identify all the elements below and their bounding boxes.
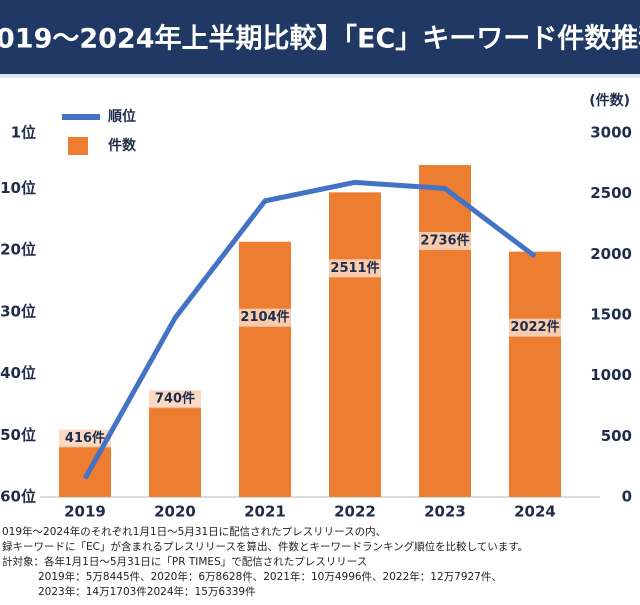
x-tick-label: 2022 — [334, 503, 376, 521]
y2-axis-label: (件数) — [589, 92, 630, 109]
rank-line — [82, 179, 537, 480]
value-label-band — [419, 232, 471, 251]
y-tick-label: 30位 — [0, 302, 36, 320]
bar — [419, 165, 471, 498]
title-rule — [0, 74, 640, 78]
y-tick-label: 20位 — [0, 241, 36, 259]
value-label: 2736件 — [420, 233, 469, 249]
value-label-band — [149, 390, 201, 409]
y-tick-label: 60位 — [0, 488, 36, 506]
value-label-band — [329, 259, 381, 278]
value-label: 2022件 — [510, 319, 559, 335]
y-tick-label: 1位 — [11, 124, 36, 142]
value-label: 2104件 — [240, 309, 289, 325]
bar — [329, 192, 381, 497]
bar — [239, 241, 291, 497]
footnote: 2019年：5万8445件、2020年：6万8628件、2021年：10万499… — [38, 570, 502, 583]
y2-tick-label: 2000 — [590, 245, 632, 263]
x-tick-label: 2019 — [64, 503, 106, 521]
bar — [59, 446, 111, 497]
legend-label: 順位 — [108, 108, 136, 125]
legend-label: 件数 — [108, 137, 137, 154]
title-banner — [0, 0, 640, 74]
legend-swatch — [68, 137, 88, 155]
value-label: 416件 — [65, 430, 105, 446]
chart-title: 019～2024年上半期比較】「EC」キーワード件数推移 — [0, 23, 640, 55]
x-tick-label: 2024 — [514, 503, 556, 521]
bar — [149, 407, 201, 497]
bar — [509, 251, 561, 497]
y2-tick-label: 3000 — [590, 124, 632, 142]
x-tick-label: 2023 — [424, 503, 466, 521]
value-label: 740件 — [155, 391, 195, 407]
footnote: 計対象：各年1月1日～5月31日に「PR TIMES」で配信されたプレスリリース — [2, 555, 367, 568]
y2-tick-label: 2500 — [590, 184, 632, 202]
y2-tick-label: 500 — [601, 427, 632, 445]
y2-tick-label: 1000 — [590, 366, 632, 384]
footnote: 録キーワードに「EC」が含まれるプレスリリースを算出、件数とキーワードランキング… — [2, 540, 528, 553]
footnote: 019年～2024年のそれぞれ1月1日～5月31日に配信されたプレスリリースの内… — [2, 525, 386, 538]
value-label-band — [239, 308, 291, 327]
y-tick-label: 40位 — [0, 364, 36, 382]
value-label-band — [509, 318, 561, 337]
value-label-band — [59, 429, 111, 448]
y-tick-label: 50位 — [0, 426, 36, 444]
y2-tick-label: 1500 — [590, 306, 632, 324]
footnote: 2023年：14万1703件2024年：15万6339件 — [38, 585, 256, 598]
x-tick-label: 2020 — [154, 503, 196, 521]
y-tick-label: 10位 — [0, 179, 36, 197]
x-tick-label: 2021 — [244, 503, 286, 521]
y2-tick-label: 0 — [622, 488, 632, 506]
value-label: 2511件 — [330, 260, 379, 276]
